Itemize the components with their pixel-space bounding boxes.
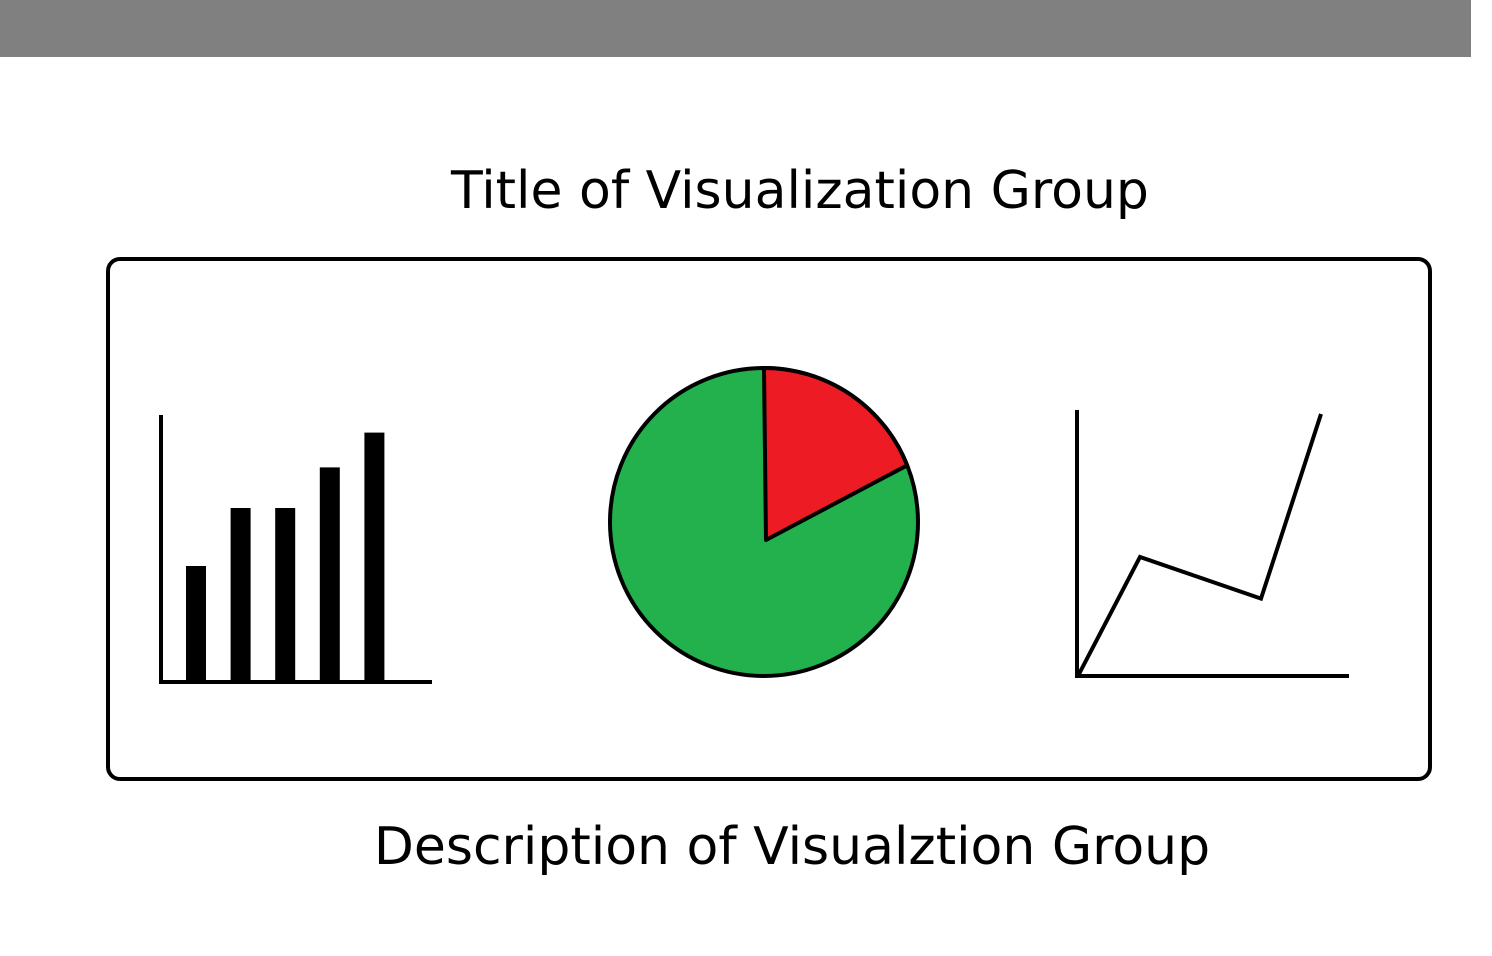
bar-chart — [159, 415, 432, 684]
visualization-group-title: Title of Visualization Group — [451, 161, 1149, 221]
bar — [186, 566, 206, 682]
bar — [230, 508, 251, 682]
line-chart — [1075, 410, 1349, 678]
bar — [319, 467, 340, 682]
pie-slice-minor — [762, 366, 910, 542]
visualization-group-box — [106, 257, 1432, 781]
series-line — [1077, 413, 1323, 675]
top-bar — [0, 0, 1471, 57]
pie-chart — [608, 366, 920, 678]
bar — [275, 508, 296, 682]
bar — [364, 432, 385, 682]
visualization-group-description: Description of Visualztion Group — [373, 817, 1211, 877]
